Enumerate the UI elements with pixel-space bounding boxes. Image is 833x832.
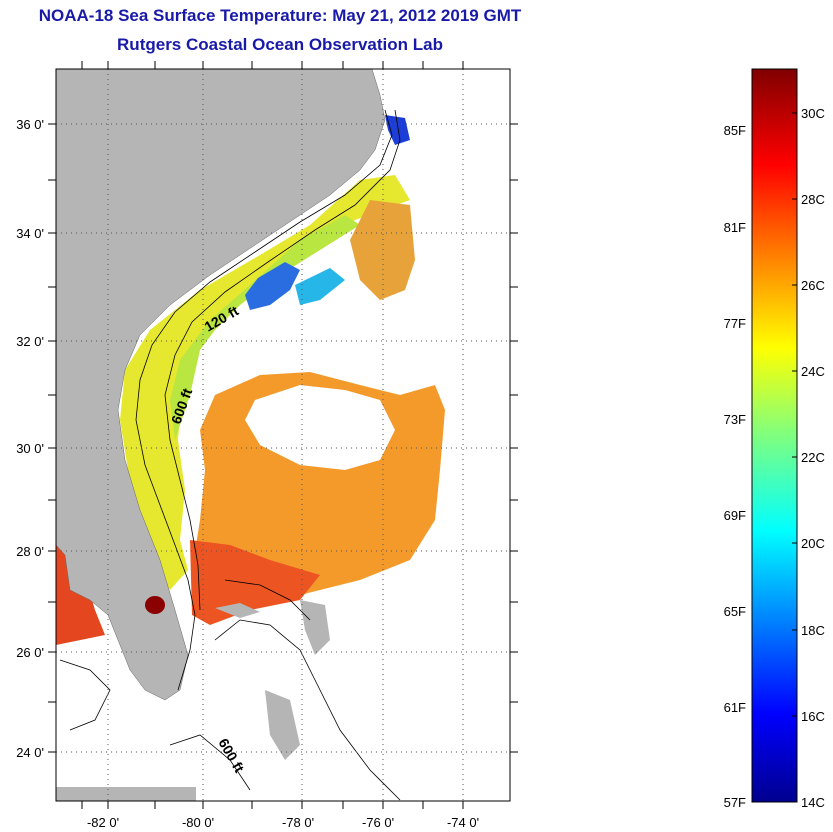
lat-label: 34 0' [16, 226, 44, 241]
land-southeast-us [56, 69, 386, 701]
sst-cool-patch [295, 268, 345, 305]
colorbar-fahrenheit-label: 69F [724, 508, 746, 523]
colorbar-celsius-label: 20C [801, 536, 825, 551]
lon-label: -76 0' [362, 815, 394, 830]
lon-label: -78 0' [282, 815, 314, 830]
colorbar-fahrenheit-label: 81F [724, 220, 746, 235]
sst-warm-core [190, 540, 320, 625]
map-area: 120 ft 600 ft 600 ft [56, 69, 510, 801]
land-cuba [56, 787, 196, 801]
graticule [56, 69, 510, 801]
colorbar-celsius-label: 16C [801, 709, 825, 724]
land-bahamas-andros [265, 690, 300, 760]
colorbar-celsius-label: 26C [801, 278, 825, 293]
lat-label: 30 0' [16, 441, 44, 456]
colorbar [751, 68, 798, 803]
colorbar-celsius-label: 30C [801, 106, 825, 121]
lat-label: 36 0' [16, 117, 44, 132]
frame-ticks [48, 61, 518, 809]
lon-label: -74 0' [447, 815, 479, 830]
sst-inner-shelf [170, 215, 360, 440]
colorbar-celsius-label: 22C [801, 450, 825, 465]
colorbar-fahrenheit-label: 57F [724, 795, 746, 810]
colorbar-fahrenheit-label: 85F [724, 123, 746, 138]
lat-label: 28 0' [16, 544, 44, 559]
colorbar-celsius-label: 28C [801, 192, 825, 207]
lon-label: -80 0' [182, 815, 214, 830]
colorbar-ticks [792, 112, 797, 717]
lat-label: 24 0' [16, 745, 44, 760]
map-title: NOAA-18 Sea Surface Temperature: May 21,… [38, 6, 522, 25]
colorbar-fahrenheit-label: 73F [724, 412, 746, 427]
lat-label: 32 0' [16, 334, 44, 349]
bathymetry-contours [59, 109, 401, 801]
map-frame [55, 68, 511, 802]
lake-okeechobee [145, 596, 165, 614]
colorbar-celsius-label: 18C [801, 623, 825, 638]
lon-label: -82 0' [87, 815, 119, 830]
colorbar-fahrenheit-label: 77F [724, 316, 746, 331]
colorbar-fahrenheit-label: 65F [724, 604, 746, 619]
sst-bay-cold [385, 115, 410, 145]
colorbar-celsius-label: 24C [801, 364, 825, 379]
lat-label: 26 0' [16, 645, 44, 660]
land-bahamas-abaco [300, 600, 330, 655]
cloud-gap [245, 385, 395, 470]
sst-cold-patch [245, 262, 300, 310]
colorbar-celsius-label: 14C [801, 795, 825, 810]
colorbar-fahrenheit-label: 61F [724, 700, 746, 715]
land-bahamas-grand [215, 603, 260, 618]
map-subtitle: Rutgers Coastal Ocean Observation Lab [117, 35, 443, 54]
